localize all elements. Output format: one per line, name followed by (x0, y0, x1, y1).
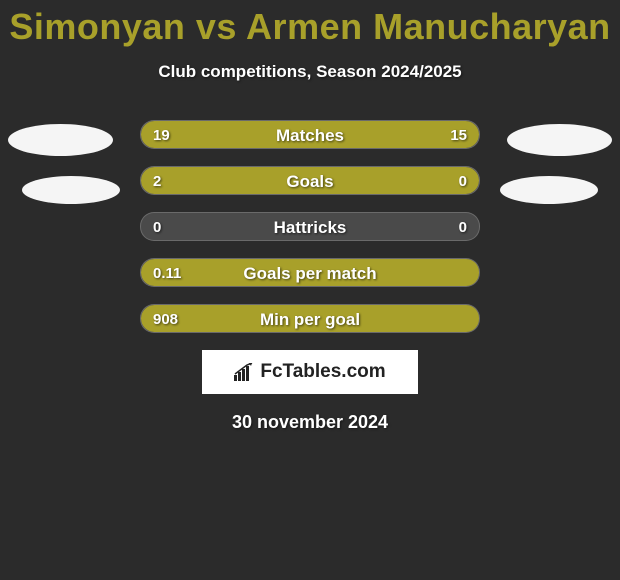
stat-row: 908Min per goal (140, 304, 480, 333)
stat-row: 20Goals (140, 166, 480, 195)
player-right-avatar-bottom (500, 176, 598, 204)
stat-fill-left (141, 121, 401, 148)
chart-icon (234, 363, 256, 381)
comparison-area: 1915Matches 20Goals 0 0Hattricks 0.11Goals p… (0, 120, 620, 333)
page-subtitle: Club competitions, Season 2024/2025 (0, 62, 620, 82)
stat-fill-left (141, 167, 401, 194)
player-left-avatar-bottom (22, 176, 120, 204)
stat-fill-left (141, 259, 479, 286)
stat-bars: 1915Matches 20Goals 0 0Hattricks 0.11Goals p… (140, 120, 480, 333)
stat-fill-right (401, 167, 479, 194)
stat-row: 0.11Goals per match (140, 258, 480, 287)
stat-row: 0 0Hattricks (140, 212, 480, 241)
logo: FcTables.com (234, 361, 385, 383)
logo-text: FcTables.com (260, 361, 385, 383)
stat-value-left: 0 (153, 213, 161, 240)
stat-value-right: 0 (459, 213, 467, 240)
stat-fill-left (141, 305, 479, 332)
date-label: 30 november 2024 (0, 412, 620, 433)
player-right-avatar-top (507, 124, 612, 156)
player-left-avatar-top (8, 124, 113, 156)
stat-fill-right (401, 121, 479, 148)
stat-label: Hattricks (141, 213, 479, 240)
page-title: Simonyan vs Armen Manucharyan (0, 0, 620, 48)
stat-row: 1915Matches (140, 120, 480, 149)
logo-box: FcTables.com (202, 350, 418, 394)
